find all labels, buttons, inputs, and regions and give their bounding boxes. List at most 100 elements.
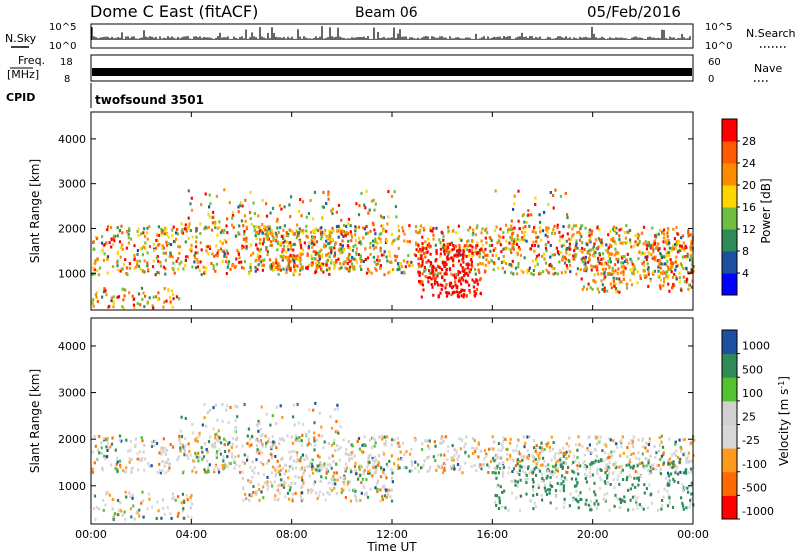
scatter-cell <box>187 236 190 240</box>
scatter-cell <box>239 470 242 474</box>
scatter-cell <box>471 239 474 243</box>
scatter-cell <box>336 444 339 448</box>
scatter-cell <box>439 241 442 244</box>
scatter-cell <box>185 255 188 259</box>
scatter-cell <box>535 462 538 466</box>
scatter-cell <box>561 234 565 238</box>
scatter-cell <box>666 231 669 235</box>
scatter-cell <box>133 256 136 260</box>
scatter-cell <box>693 438 696 442</box>
scatter-cell <box>155 246 158 250</box>
scatter-cell <box>163 464 166 468</box>
scatter-cell <box>369 252 372 256</box>
scatter-cell <box>390 232 393 236</box>
scatter-cell <box>153 249 156 253</box>
scatter-cell <box>666 242 669 246</box>
scatter-cell <box>430 277 433 281</box>
scatter-cell <box>105 293 108 297</box>
scatter-cell <box>175 231 178 235</box>
scatter-cell <box>112 303 115 306</box>
scatter-cell <box>339 262 342 266</box>
scatter-cell <box>214 441 217 445</box>
scatter-cell <box>547 271 550 275</box>
scatter-cell <box>109 226 113 229</box>
scatter-cell <box>213 254 216 258</box>
scatter-cell <box>369 487 372 491</box>
scatter-cell <box>644 240 647 244</box>
scatter-cell <box>578 461 581 465</box>
scatter-cell <box>162 230 166 234</box>
scatter-cell <box>576 481 579 485</box>
scatter-cell <box>623 231 626 234</box>
scatter-cell <box>496 454 499 458</box>
scatter-cell <box>345 230 348 234</box>
scatter-cell <box>318 463 321 467</box>
scatter-cell <box>141 253 144 257</box>
scatter-cell <box>510 224 513 228</box>
scatter-cell <box>333 246 336 250</box>
scatter-cell <box>495 476 498 480</box>
scatter-cell <box>167 235 170 239</box>
scatter-cell <box>456 286 459 290</box>
scatter-cell <box>374 465 377 469</box>
scatter-cell <box>151 440 154 444</box>
scatter-cell <box>682 267 685 270</box>
scatter-cell <box>368 208 371 212</box>
scatter-cell <box>305 229 308 233</box>
scatter-cell <box>621 435 624 439</box>
scatter-cell <box>419 282 422 286</box>
scatter-cell <box>462 293 466 297</box>
scatter-cell <box>136 302 139 305</box>
scatter-cell <box>448 243 451 246</box>
scatter-cell <box>385 255 388 259</box>
scatter-cell <box>574 244 577 248</box>
scatter-cell <box>259 427 262 431</box>
scatter-cell <box>293 265 296 269</box>
scatter-cell <box>559 489 562 493</box>
scatter-cell <box>593 481 596 485</box>
scatter-cell <box>310 254 313 258</box>
scatter-cell <box>523 445 526 449</box>
scatter-cell <box>537 253 540 257</box>
scatter-cell <box>191 469 194 473</box>
scatter-cell <box>516 272 519 276</box>
scatter-cell <box>454 253 457 257</box>
scatter-cell <box>487 465 490 469</box>
scatter-cell <box>614 287 618 290</box>
scatter-cell <box>671 275 675 279</box>
scatter-cell <box>652 256 655 260</box>
y-tick-label: 1000 <box>58 480 86 493</box>
scatter-cell <box>330 426 334 430</box>
scatter-cell <box>146 226 149 230</box>
scatter-cell <box>461 471 464 475</box>
scatter-cell <box>571 234 574 238</box>
scatter-cell <box>687 231 690 235</box>
scatter-cell <box>278 264 281 268</box>
scatter-cell <box>546 469 549 473</box>
scatter-cell <box>524 230 527 234</box>
scatter-cell <box>612 463 615 467</box>
scatter-cell <box>351 456 354 460</box>
scatter-cell <box>666 259 669 263</box>
scatter-cell <box>549 191 552 194</box>
scatter-cell <box>667 494 670 498</box>
scatter-cell <box>643 466 646 470</box>
scatter-cell <box>292 254 295 258</box>
scatter-cell <box>279 438 282 441</box>
scatter-cell <box>470 258 473 261</box>
scatter-cell <box>517 219 520 223</box>
scatter-cell <box>141 490 144 494</box>
scatter-cell <box>299 243 302 247</box>
scatter-cell <box>632 464 635 468</box>
scatter-cell <box>480 449 483 453</box>
scatter-cell <box>286 434 289 438</box>
scatter-cell <box>646 244 649 247</box>
scatter-cell <box>287 248 290 252</box>
scatter-cell <box>634 485 637 489</box>
scatter-cell <box>362 450 365 454</box>
scatter-cell <box>655 467 658 471</box>
scatter-cell <box>266 231 269 235</box>
scatter-cell <box>322 446 325 450</box>
power-cbar-segment <box>722 185 737 208</box>
scatter-cell <box>468 253 471 257</box>
